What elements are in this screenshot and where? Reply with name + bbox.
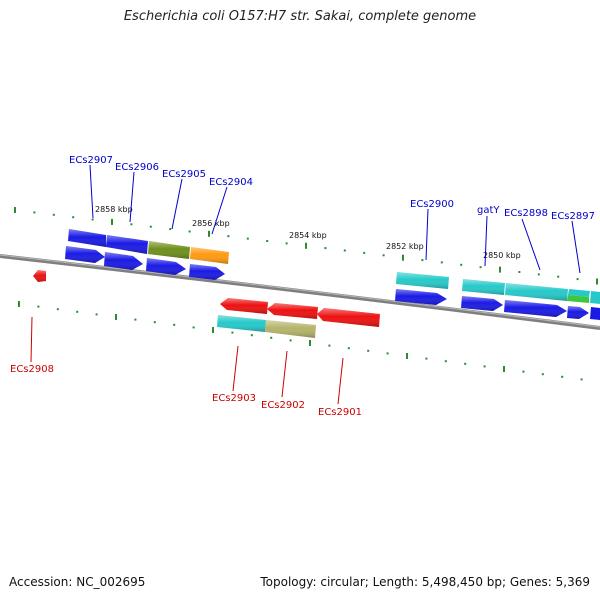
scale-tick bbox=[557, 275, 560, 278]
scale-tick bbox=[153, 321, 156, 324]
scale-tick bbox=[444, 360, 447, 363]
forward-gene-labels: ECs2907 ECs2906 ECs2905 ECs2904 ECs2900 … bbox=[69, 155, 595, 274]
scale-tick bbox=[18, 301, 20, 307]
gene-label[interactable]: ECs2906 bbox=[115, 162, 159, 173]
scale-tick bbox=[305, 242, 307, 249]
scale-label: 2856 kbp bbox=[192, 219, 230, 228]
scale-tick bbox=[561, 375, 564, 378]
forward-strand-outer bbox=[68, 229, 600, 304]
scale-tick bbox=[115, 314, 117, 320]
scale-tick bbox=[270, 336, 273, 339]
scale-tick bbox=[522, 370, 525, 373]
scale-tick bbox=[134, 318, 137, 321]
scale-label: 2852 kbp bbox=[386, 242, 424, 251]
gene-feature[interactable] bbox=[567, 295, 589, 303]
scale-tick bbox=[14, 207, 16, 213]
scale-tick bbox=[227, 235, 230, 238]
gene-label[interactable]: ECs2901 bbox=[318, 407, 362, 418]
scale-tick bbox=[363, 251, 366, 254]
scale-tick bbox=[33, 211, 36, 214]
genome-backbone bbox=[0, 254, 600, 330]
scale-tick bbox=[425, 357, 428, 360]
scale-tick bbox=[309, 340, 311, 346]
gene-label[interactable]: ECs2903 bbox=[212, 393, 256, 404]
scale-tick bbox=[541, 373, 544, 376]
scale-tick bbox=[91, 218, 94, 221]
scale-tick bbox=[72, 216, 75, 219]
scale-tick bbox=[596, 278, 598, 285]
gene-label[interactable]: ECs2908 bbox=[10, 364, 54, 375]
scale-tick bbox=[440, 261, 443, 264]
scale-tick bbox=[192, 326, 195, 329]
gene-label[interactable]: ECs2907 bbox=[69, 155, 113, 166]
scale-tick bbox=[250, 334, 253, 337]
scale-tick bbox=[386, 352, 389, 355]
genome-title: Escherichia coli O157:H7 str. Sakai, com… bbox=[123, 9, 477, 24]
genome-stats: Topology: circular; Length: 5,498,450 bp… bbox=[260, 575, 590, 589]
gene-label[interactable]: ECs2905 bbox=[162, 169, 206, 180]
scale-tick bbox=[95, 313, 98, 316]
scale-tick bbox=[537, 273, 540, 276]
gene-label[interactable]: ECs2900 bbox=[410, 199, 454, 210]
gene-label[interactable]: ECs2904 bbox=[209, 177, 253, 188]
scale-tick bbox=[479, 266, 482, 269]
scale-tick bbox=[499, 266, 501, 273]
scale-tick bbox=[503, 366, 505, 372]
scale-tick bbox=[402, 254, 404, 261]
scale-tick bbox=[518, 271, 521, 273]
scale-tick bbox=[289, 339, 292, 342]
scale-tick bbox=[188, 230, 191, 233]
forward-strand-inner bbox=[65, 246, 600, 320]
scale-tick bbox=[285, 242, 288, 245]
scale-tick bbox=[421, 259, 424, 262]
gene-label[interactable]: gatY bbox=[477, 205, 500, 216]
scale-tick bbox=[464, 362, 467, 365]
scale-tick bbox=[37, 305, 40, 308]
scale-tick bbox=[406, 353, 408, 359]
gene-feature[interactable] bbox=[568, 289, 590, 297]
accession-text: Accession: NC_002695 bbox=[9, 575, 146, 589]
scale-tick bbox=[343, 249, 346, 252]
scale-tick bbox=[130, 223, 133, 226]
scale-tick bbox=[208, 230, 210, 237]
scale-tick bbox=[580, 378, 583, 381]
scale-tick bbox=[111, 218, 113, 225]
gene-label[interactable]: ECs2898 bbox=[504, 208, 548, 219]
reverse-gene-labels: ECs2908 ECs2903 ECs2902 ECs2901 bbox=[10, 316, 362, 418]
scale-tick bbox=[576, 278, 579, 281]
gene-label[interactable]: ECs2897 bbox=[551, 211, 595, 222]
scale-tick bbox=[56, 308, 59, 311]
scale-tick bbox=[460, 263, 463, 266]
scale-tick bbox=[266, 240, 269, 242]
scale-label: 2858 kbp bbox=[95, 205, 133, 214]
scale-tick bbox=[212, 327, 214, 333]
scale-labels: 2858 kbp 2856 kbp 2854 kbp 2852 kbp 2850… bbox=[95, 205, 521, 260]
scale-tick bbox=[382, 254, 385, 257]
reverse-strand bbox=[33, 270, 380, 338]
gene-feature[interactable] bbox=[590, 307, 600, 320]
scale-tick bbox=[324, 247, 327, 250]
scale-tick bbox=[328, 344, 331, 347]
scale-tick bbox=[347, 347, 350, 350]
scale-tick bbox=[367, 349, 370, 352]
gene-feature[interactable] bbox=[590, 291, 600, 304]
scale-tick bbox=[52, 213, 55, 216]
scale-tick bbox=[76, 310, 79, 313]
scale-tick bbox=[231, 331, 234, 334]
gene-label[interactable]: ECs2902 bbox=[261, 400, 305, 411]
scale-tick bbox=[173, 323, 176, 326]
scale-tick bbox=[169, 228, 172, 231]
scale-label: 2850 kbp bbox=[483, 251, 521, 260]
scale-tick bbox=[246, 237, 249, 240]
scale-tick bbox=[149, 225, 152, 228]
scale-ticks bbox=[14, 207, 598, 381]
scale-tick bbox=[483, 365, 486, 368]
scale-label: 2854 kbp bbox=[289, 231, 327, 240]
